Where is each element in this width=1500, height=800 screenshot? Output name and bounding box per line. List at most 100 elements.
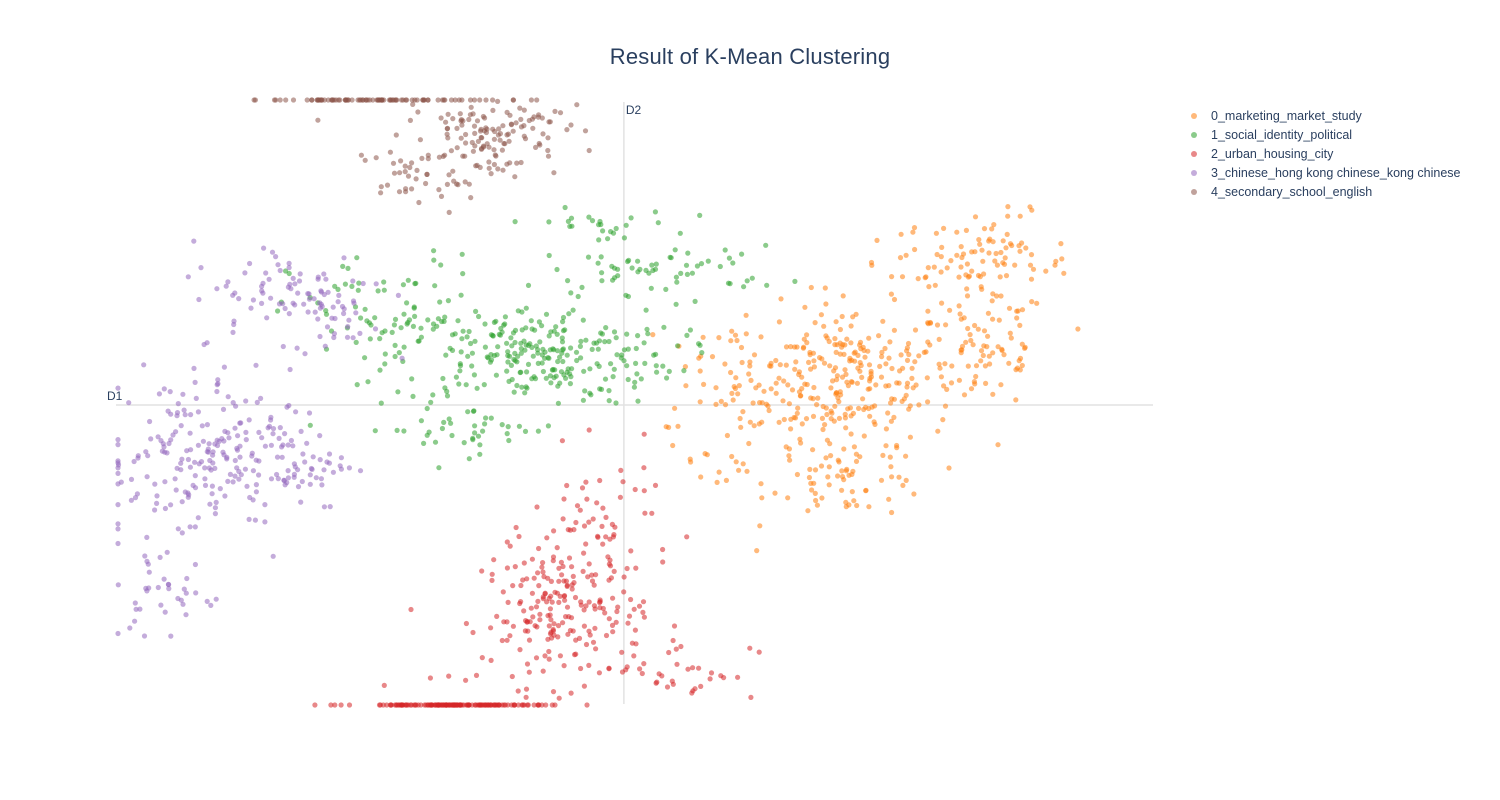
data-point — [362, 306, 368, 312]
data-point — [430, 321, 437, 327]
data-point — [494, 613, 500, 620]
data-point — [413, 176, 419, 182]
data-point — [259, 300, 265, 306]
data-point — [533, 343, 539, 349]
data-point — [499, 637, 505, 644]
data-point — [550, 558, 556, 564]
data-point — [839, 313, 845, 320]
data-point — [115, 437, 121, 443]
data-point — [773, 357, 779, 364]
data-point — [748, 377, 754, 383]
data-point — [678, 270, 684, 276]
data-point — [349, 283, 355, 289]
legend-item-2[interactable]: 2_urban_housing_city — [1186, 144, 1461, 163]
data-point — [830, 378, 836, 384]
data-point — [226, 435, 232, 441]
data-point — [812, 490, 818, 496]
data-point — [587, 366, 593, 372]
data-point — [606, 665, 612, 671]
data-point — [184, 448, 190, 454]
data-point — [545, 636, 551, 642]
data-point — [380, 702, 386, 708]
data-point — [569, 582, 575, 588]
data-point — [409, 186, 415, 192]
data-point — [548, 578, 555, 585]
data-point — [518, 350, 524, 356]
data-point — [250, 297, 256, 303]
legend-item-1[interactable]: 1_social_identity_political — [1186, 125, 1461, 144]
data-point — [589, 218, 596, 224]
data-point — [754, 548, 760, 554]
data-point — [600, 505, 606, 511]
legend-label: 2_urban_housing_city — [1211, 146, 1334, 161]
legend-item-0[interactable]: 0_marketing_market_study — [1186, 106, 1461, 125]
data-point — [535, 702, 541, 708]
data-point — [550, 689, 557, 695]
data-point — [440, 375, 446, 382]
data-point — [820, 426, 826, 433]
data-point — [597, 477, 603, 484]
data-point — [818, 463, 825, 469]
data-point — [142, 553, 148, 559]
data-point — [279, 454, 285, 460]
data-point — [318, 476, 324, 482]
data-point — [985, 333, 991, 339]
data-point — [586, 599, 592, 605]
data-point — [579, 485, 586, 491]
data-point — [500, 167, 506, 173]
data-point — [628, 215, 634, 221]
data-point — [510, 623, 516, 629]
data-point — [827, 363, 833, 369]
data-point — [995, 442, 1001, 448]
data-point — [470, 111, 476, 117]
data-point — [925, 308, 931, 314]
data-point — [293, 409, 299, 415]
data-point — [896, 380, 902, 386]
data-point — [220, 449, 226, 455]
data-point — [480, 428, 486, 434]
data-point — [913, 382, 919, 388]
data-point — [577, 343, 584, 349]
data-point — [215, 377, 221, 383]
data-point — [524, 576, 530, 582]
data-point — [814, 402, 820, 408]
data-point — [965, 274, 972, 280]
data-point — [497, 137, 503, 143]
data-point — [554, 348, 561, 354]
data-point — [446, 209, 452, 215]
data-point — [841, 351, 847, 357]
data-point — [438, 262, 444, 268]
data-point — [1043, 268, 1049, 274]
data-point — [611, 366, 617, 372]
data-point — [613, 225, 619, 232]
data-point — [504, 161, 510, 167]
data-point — [465, 409, 471, 415]
data-point — [681, 368, 687, 374]
data-point — [514, 160, 520, 166]
data-point — [519, 327, 525, 333]
data-point — [758, 481, 764, 487]
data-point — [179, 530, 185, 536]
data-point — [463, 140, 469, 146]
data-point — [362, 355, 368, 361]
data-point — [452, 97, 458, 103]
data-point — [844, 336, 850, 342]
data-point — [677, 230, 683, 236]
data-point — [560, 319, 566, 325]
data-point — [542, 653, 548, 659]
data-point — [469, 363, 475, 369]
data-point — [600, 228, 606, 234]
legend-item-3[interactable]: 3_chinese_hong kong chinese_kong chinese — [1186, 163, 1461, 182]
data-point — [998, 382, 1004, 388]
legend-label: 4_secondary_school_english — [1211, 184, 1373, 199]
data-point — [834, 373, 841, 379]
data-point — [595, 534, 601, 540]
legend-item-4[interactable]: 4_secondary_school_english — [1186, 182, 1461, 201]
data-point — [225, 430, 231, 436]
data-point — [857, 342, 863, 348]
data-point — [958, 264, 964, 270]
data-point — [517, 647, 523, 653]
data-point — [381, 279, 387, 285]
data-point — [624, 565, 630, 572]
